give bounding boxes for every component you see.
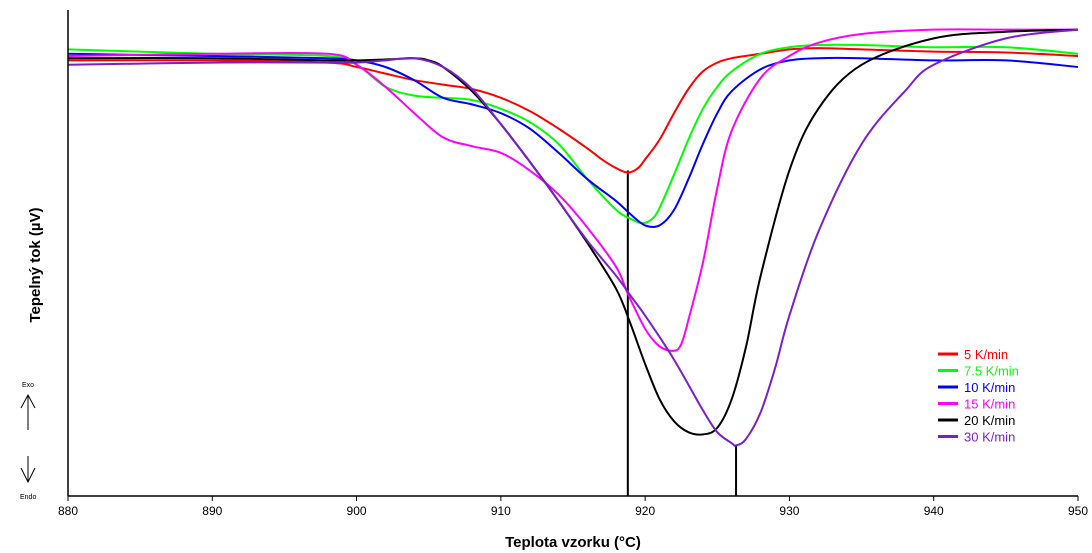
series-line-2 [67, 52, 1079, 229]
x-tick-label: 950 [1068, 504, 1088, 518]
exo-arrow-icon [20, 393, 36, 430]
y-axis-title: Tepelný tok (µV) [27, 207, 44, 322]
legend-label: 30 K/min [964, 430, 1015, 445]
series-line-4 [67, 28, 1079, 436]
legend-label: 15 K/min [964, 397, 1015, 412]
x-tick-label: 940 [924, 504, 944, 518]
endo-label: Endo [20, 494, 36, 501]
series-lines [67, 28, 1079, 447]
x-ticks: 880 890 900 910 920 930 940 950 [58, 496, 1088, 518]
legend-label: 7.5 K/min [964, 364, 1019, 379]
x-tick-label: 930 [779, 504, 799, 518]
series-line-3 [67, 28, 1078, 352]
x-tick-label: 910 [491, 504, 511, 518]
exo-label: Exo [22, 382, 34, 389]
legend-label: 5 K/min [964, 347, 1008, 362]
legend-label: 10 K/min [964, 380, 1015, 395]
direction-indicator: Exo Endo [20, 382, 36, 501]
x-axis-title: Teplota vzorku (°C) [505, 534, 641, 551]
legend-label: 20 K/min [964, 413, 1015, 428]
axes [67, 10, 1078, 497]
series-line-1 [67, 43, 1079, 225]
x-tick-label: 900 [347, 504, 367, 518]
x-tick-label: 890 [202, 504, 222, 518]
series-line-0 [67, 47, 1079, 174]
x-tick-label: 880 [58, 504, 78, 518]
x-tick-label: 920 [635, 504, 655, 518]
marker-lines [626, 170, 738, 496]
series-line-5 [67, 28, 1079, 447]
endo-arrow-icon [20, 456, 36, 484]
